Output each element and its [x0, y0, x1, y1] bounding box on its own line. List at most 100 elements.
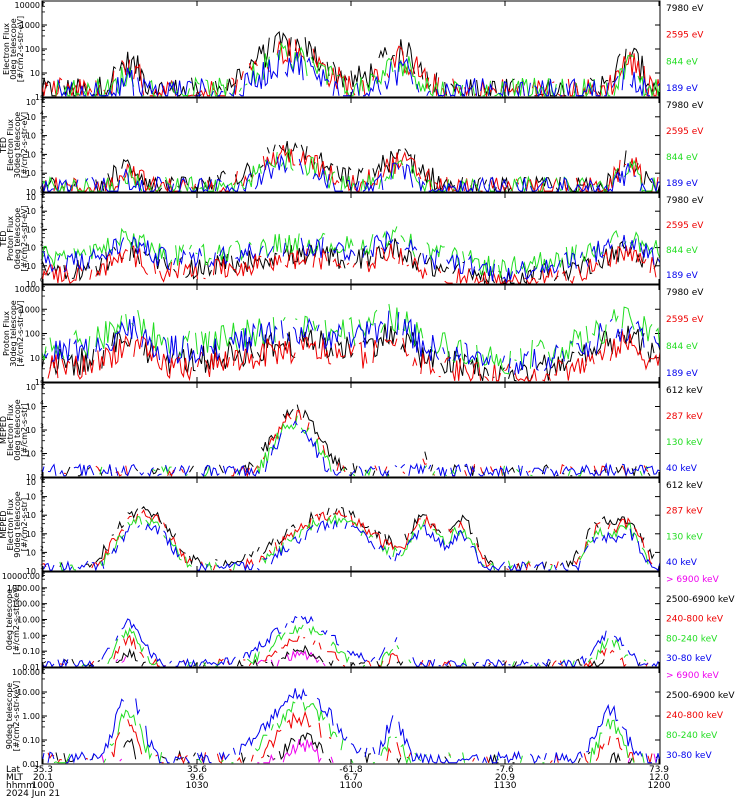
x-tick-value-lat: -7.6 [496, 765, 514, 775]
y-tick-label: 10 [30, 354, 40, 363]
y-tick-label: 10 [26, 426, 36, 435]
y-axis-label: 0deg telescope [5, 589, 14, 650]
panel-frame [41, 382, 661, 478]
series-line-2595-ev [47, 330, 661, 382]
x-tick-value-hhmm: 1130 [494, 781, 517, 791]
x-tick-value-mlt: 6.7 [344, 773, 358, 783]
y-tick-label: 0.10 [22, 736, 40, 745]
legend-entry: 7980 eV [666, 196, 704, 206]
panel-frame [41, 284, 661, 383]
legend-entry: 2595 eV [666, 221, 704, 231]
legend-entry: 240-800 keV [666, 615, 724, 625]
y-tick-label: 1000 [20, 21, 40, 30]
y-tick-label: 10000.00 [2, 572, 40, 581]
y-tick-label: 10 [26, 530, 36, 539]
series-line-80-240-kev [54, 702, 656, 763]
y-tick-label: 10 [26, 511, 36, 520]
y-tick-label: 10 [26, 113, 36, 122]
legend-entry: 189 eV [666, 84, 699, 94]
y-axis-label: [#/cm2-s-str-keV] [12, 584, 21, 655]
series-line-189-ev [57, 49, 661, 98]
x-tick-value-lat: 35.6 [187, 765, 207, 775]
y-axis-label: 0deg telescope [13, 208, 22, 269]
chart-panel-1: 1 10 100 1000 10000 7980 eV 2595 eV 844 eV 189 e… [2, 0, 704, 102]
legend-entry: 2595 eV [666, 127, 704, 137]
y-axis-label: [#/cm2-s-str] [20, 498, 29, 551]
series-line-287-kev [64, 410, 652, 476]
y-axis-label: 90deg telescope [5, 683, 14, 750]
y-tick-label: 10 [26, 98, 36, 107]
y-tick-label: 10 [26, 150, 36, 159]
legend-entry: 844 eV [666, 246, 699, 256]
y-tick-label: 1 [35, 378, 40, 387]
y-axis-label: 0deg telescope [9, 18, 18, 79]
y-tick-label: 10 [26, 567, 36, 576]
series-line-240-800-kev [47, 710, 653, 765]
y-axis-label: [#/cm2-s-str-eV] [20, 112, 29, 178]
legend-entry: 844 eV [666, 342, 699, 352]
series-line-40-kev [41, 520, 661, 572]
y-tick-label: 100 [25, 45, 40, 54]
x-tick-value-lat: -61.8 [339, 765, 363, 775]
y-tick-label: 0.01 [22, 663, 40, 672]
series-line-189-ev [41, 153, 660, 193]
series-line-612-kev [66, 405, 658, 476]
legend-entry: 2595 eV [666, 31, 704, 41]
x-row-label: Lat [6, 765, 21, 775]
legend-entry: 844 eV [666, 57, 699, 67]
legend-entry: 189 eV [666, 179, 699, 189]
legend-entry: 2500-6900 keV [666, 691, 735, 701]
legend-entry: > 6900 keV [666, 575, 720, 585]
legend-entry: 40 keV [666, 464, 698, 474]
y-tick-label: 10 [26, 280, 36, 289]
y-tick-label: 10 [26, 262, 36, 271]
x-axis-date: 2024 Jun 21 [6, 789, 60, 799]
legend-entry: 7980 eV [666, 288, 704, 298]
y-tick-label: 10 [26, 244, 36, 253]
legend-entry: 30-80 keV [666, 654, 712, 664]
series-line-189-ev [43, 310, 661, 375]
y-tick-label: 1000 [20, 305, 40, 314]
y-tick-label: 1.00 [22, 631, 40, 640]
legend-entry: 30-80 keV [666, 751, 712, 761]
y-tick-label: 10000 [15, 285, 40, 294]
y-axis-label: 30deg telescope [9, 300, 18, 367]
y-tick-label: 10 [26, 473, 36, 482]
y-tick-label: 10.00 [17, 616, 40, 625]
x-tick-value-mlt: 20.1 [33, 773, 53, 783]
legend-entry: 7980 eV [666, 101, 704, 111]
y-axis-label: 90deg telescope [13, 491, 22, 558]
y-tick-label: 10 [26, 188, 36, 197]
y-axis-label: 0deg telescope [13, 399, 22, 460]
series-line-80-240-kev [82, 625, 656, 666]
y-tick-label: 0.01 [22, 760, 40, 769]
legend-entry: 612 keV [666, 386, 703, 396]
y-tick-label: 100 [25, 330, 40, 339]
x-tick-value-mlt: 9.6 [190, 773, 205, 783]
panel-frame [41, 0, 661, 98]
y-axis-label: 30deg telescope [13, 112, 22, 179]
y-axis-label: TED [0, 137, 8, 154]
legend-entry: 844 eV [666, 153, 699, 163]
y-tick-label: 1 [35, 93, 40, 102]
y-tick-label: 100.00 [12, 600, 40, 609]
y-tick-label: 100.00 [12, 668, 40, 677]
y-axis-label: MEPED [0, 416, 8, 444]
y-tick-label: 10 [26, 548, 36, 557]
y-axis-label: Proton Flux [6, 216, 15, 261]
panel-frame [41, 667, 661, 765]
legend-entry: 80-240 keV [666, 731, 718, 741]
x-row-label: MLT [6, 773, 24, 783]
legend-entry: 189 eV [666, 271, 699, 281]
legend-entry: 7980 eV [666, 4, 704, 14]
x-tick-value-mlt: 12.0 [649, 773, 669, 783]
chart-panel-4: 1 10 100 1000 10000 7980 eV 2595 eV 844 eV 189 e… [2, 284, 704, 387]
y-tick-label: 10.00 [17, 688, 40, 697]
y-tick-label: 0.10 [22, 647, 40, 656]
legend-entry: 130 keV [666, 438, 703, 448]
legend-entry: 2595 eV [666, 315, 704, 325]
